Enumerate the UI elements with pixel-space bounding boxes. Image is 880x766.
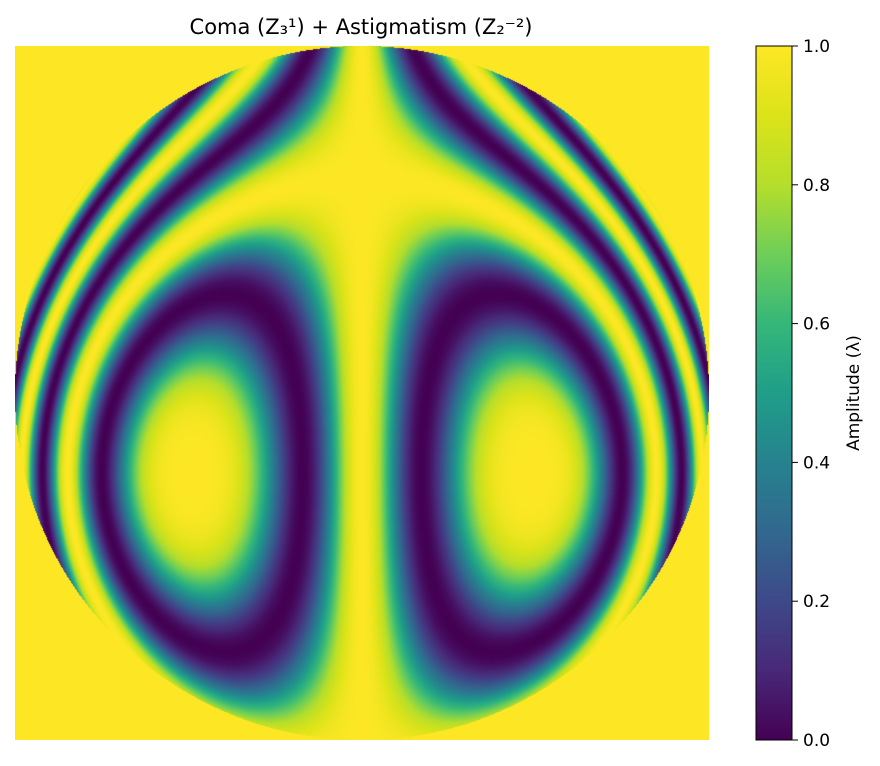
- colorbar-tick-label: 0.6: [803, 315, 830, 335]
- colorbar-tick-label: 0.2: [803, 592, 830, 612]
- colorbar-gradient: [755, 45, 793, 741]
- colorbar-label: Amplitude (λ): [844, 335, 864, 451]
- colorbar: 0.0 0.2 0.4 0.6 0.8 1.0 Amplitude (λ): [755, 37, 864, 751]
- colorbar-tick-label: 0.0: [803, 731, 830, 751]
- colorbar-tick-label: 0.8: [803, 176, 830, 196]
- colorbar-ticks: 0.0 0.2 0.4 0.6 0.8 1.0: [792, 37, 830, 751]
- colorbar-tick-label: 0.4: [803, 453, 830, 473]
- colorbar-tick-label: 1.0: [803, 37, 830, 57]
- chart-title: Coma (Z₃¹) + Astigmatism (Z₂⁻²): [190, 15, 533, 39]
- heatmap-image: [15, 46, 709, 740]
